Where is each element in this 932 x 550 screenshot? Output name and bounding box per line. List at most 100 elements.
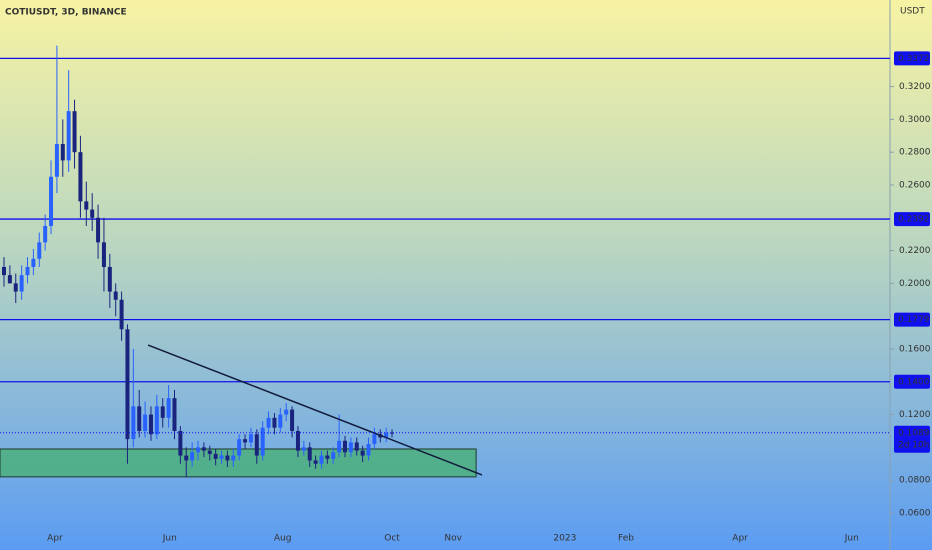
candle-body [278,414,283,428]
trendline [147,344,483,476]
candle-body [301,447,306,451]
candle-body [113,291,118,300]
y-tick-label: 0.2800 [899,148,931,158]
current-price-label: 0.1089 [898,428,930,438]
candle-body [260,427,265,456]
candle-body [101,242,106,267]
candle-body [90,209,95,218]
y-tick-label: 0.3000 [899,115,931,125]
candle-body [295,430,300,451]
x-tick-label: Apr [47,534,63,544]
candle-body [178,430,183,456]
candle-body [325,455,330,459]
candle-body [243,439,248,443]
x-tick-label: Jun [162,534,177,544]
y-tick-label: 0.0600 [899,508,931,518]
candle-body [190,452,195,461]
candle-body [60,143,65,161]
candle-body [107,266,112,292]
candle-body [25,266,30,276]
candle-body [13,283,18,292]
candle-body [390,432,395,434]
candle-body [366,444,371,456]
candle-body [160,406,165,418]
candle-body [284,409,289,415]
candle-body [78,152,83,202]
level-label: 0.1779 [898,315,930,325]
candle-body [125,329,130,440]
candle-body [148,414,153,435]
x-tick-label: Jun [844,534,859,544]
candle-body [272,417,277,428]
candle-body [172,398,177,431]
candle-body [384,432,389,438]
countdown-label: 2d 10h [898,440,929,450]
candle-body [201,447,206,451]
y-tick-label: 0.1200 [899,410,931,420]
candle-body [342,440,347,453]
candle-body [307,447,312,461]
candle-body [219,455,224,459]
level-label: 0.1400 [898,377,930,387]
candle-body [84,201,89,210]
candle-body [354,442,359,451]
candle-body [166,398,171,418]
y-tick-label: 0.3200 [899,82,931,92]
candle-body [66,111,71,161]
candle-body [207,450,212,454]
level-label-box [894,312,930,327]
level-label-box [894,51,930,66]
y-tick-label: 0.2200 [899,246,931,256]
chart-title: COTIUSDT, 3D, BINANCE [5,8,127,18]
y-tick-label: 0.1600 [899,344,931,354]
candle-body [19,275,24,292]
candle-body [213,453,218,459]
candle-body [54,143,59,177]
y-tick-label: 0.0800 [899,476,931,486]
candle-body [31,258,36,267]
candle-body [154,406,159,435]
x-tick-label: Apr [732,534,748,544]
x-tick-label: 2023 [553,534,576,544]
candle-body [72,111,77,153]
candle-body [137,406,142,431]
candle-body [237,439,242,456]
candle-body [231,455,236,461]
candle-body [254,434,259,456]
candle-body [131,406,136,440]
candle-body [1,266,6,276]
candle-body [119,299,124,330]
candle-body [196,447,201,453]
candle-body [184,455,189,461]
x-tick-label: Nov [444,534,462,544]
x-tick-label: Aug [274,534,292,544]
candle-body [49,176,54,226]
candle-body [248,434,253,443]
plot-area: Apr Jun Aug Oct Nov 2023 Feb Apr Jun [0,45,890,544]
candle-body [360,450,365,456]
candle-body [266,417,271,428]
y-tick-label: 0.2000 [899,279,931,289]
candle-body [225,455,230,461]
x-tick-label: Feb [618,534,634,544]
candle-body [319,455,324,464]
candle-body [331,452,336,459]
level-label-box [894,374,930,389]
price-axis: 0.0600 0.0800 0.1200 0.1600 0.2000 0.2200 0.26… [890,51,931,518]
candle-body [348,442,353,453]
candle-body [43,225,48,243]
level-label-box [894,212,930,227]
candle-body [143,414,148,431]
candle-body [7,275,12,284]
level-label: 0.3372 [898,54,930,64]
candle-body [313,460,318,464]
current-price-box [894,425,930,453]
x-tick-label: Oct [384,534,400,544]
candle-body [96,217,101,243]
candle-body [372,434,377,445]
level-label: 0.2392 [898,215,930,225]
y-tick-label: 0.2600 [899,180,931,190]
candle-body [37,242,42,259]
y-axis-label: USDT [900,7,925,17]
